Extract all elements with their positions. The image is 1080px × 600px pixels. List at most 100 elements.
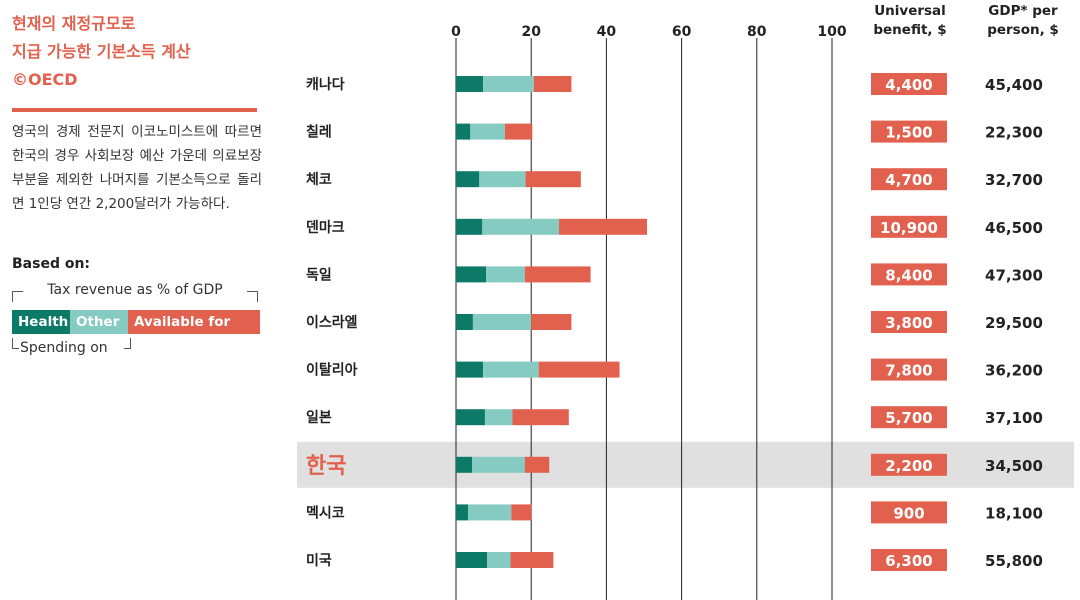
country-label: 한국	[306, 454, 346, 479]
universal-benefit-value: 900	[893, 504, 924, 522]
bar-ubi	[510, 552, 554, 568]
universal-benefit-value: 5,700	[885, 409, 932, 427]
legend-bracket-bottom-right	[124, 338, 131, 349]
legend-bar: Health Other Available for UBI	[12, 310, 260, 354]
title-line-3: ©OECD	[12, 70, 78, 89]
legend-health: Health	[12, 310, 70, 334]
universal-benefit-badge	[871, 168, 947, 191]
universal-benefit-value: 10,900	[880, 219, 938, 237]
bar-other	[483, 361, 539, 378]
bar-ubi	[524, 456, 550, 473]
highlight-row-band	[297, 441, 1074, 488]
country-label: 일본	[306, 410, 332, 426]
x-tick-label: 60	[672, 24, 692, 40]
country-label: 덴마크	[306, 220, 345, 236]
gdp-per-person-value: 22,300	[985, 124, 1043, 142]
gdp-per-person-value: 36,200	[985, 362, 1043, 380]
x-tick-label: 40	[597, 24, 617, 40]
universal-benefit-value: 8,400	[885, 266, 932, 284]
title-divider	[12, 108, 257, 112]
gdp-per-person-value: 55,800	[985, 552, 1043, 570]
universal-benefit-value: 2,200	[885, 457, 932, 475]
bar-ubi	[512, 409, 569, 426]
bar-health	[456, 218, 483, 235]
universal-benefit-badge	[871, 215, 947, 238]
bar-ubi	[538, 361, 620, 378]
bar-ubi	[531, 314, 572, 330]
based-on-label: Based on:	[12, 256, 91, 272]
title-line-1: 현재의 재정규모로	[12, 14, 136, 33]
bar-health	[456, 409, 485, 426]
universal-benefit-badge	[871, 120, 947, 143]
universal-benefit-value: 1,500	[885, 124, 932, 142]
universal-benefit-badge	[871, 549, 947, 571]
gdp-per-person-value: 34,500	[985, 457, 1043, 475]
gdp-per-person-value: 37,100	[985, 409, 1043, 427]
gdp-per-person-header: GDP* per person, $	[987, 3, 1059, 38]
universal-benefit-badge	[871, 358, 947, 381]
legend-top-label: Tax revenue as % of GDP	[47, 282, 223, 298]
legend-bracket-top-right	[247, 291, 258, 302]
bar-ubi	[504, 123, 533, 140]
legend: Tax revenue as % of GDP Health Other Ava…	[12, 282, 260, 362]
universal-benefit-badge	[871, 263, 947, 286]
country-label: 이스라엘	[306, 314, 358, 331]
bar-ubi	[524, 266, 591, 283]
country-label: 멕시코	[306, 504, 345, 521]
bar-other	[479, 171, 526, 188]
bar-ubi	[511, 504, 532, 521]
bar-other	[487, 552, 511, 568]
bar-ubi	[525, 171, 581, 188]
country-label: 칠레	[306, 124, 332, 141]
universal-benefit-value: 6,300	[885, 552, 932, 570]
x-tick-label: 0	[451, 24, 461, 40]
bar-health	[456, 76, 484, 92]
bar-other	[472, 456, 525, 473]
universal-benefit-value: 3,800	[885, 314, 932, 332]
universal-benefit-value: 4,700	[885, 171, 932, 189]
bar-other	[468, 504, 512, 521]
country-label: 체코	[306, 172, 332, 188]
bar-health	[456, 266, 487, 283]
bar-health	[456, 456, 473, 473]
universal-benefit-value: 7,800	[885, 362, 932, 380]
legend-other: Other	[70, 310, 128, 334]
universal-benefit-header: Universal benefit, $	[873, 3, 947, 38]
country-label: 미국	[306, 553, 332, 569]
universal-benefit-badge	[871, 311, 947, 333]
legend-bottom-label: Spending on	[20, 340, 108, 356]
universal-benefit-badge	[871, 73, 947, 95]
legend-bracket-bottom-left	[12, 338, 19, 349]
bar-other	[472, 314, 532, 330]
universal-benefit-badge	[871, 406, 947, 429]
bar-other	[483, 76, 534, 92]
description: 영국의 경제 전문지 이코노미스트에 따르면 한국의 경우 사회보장 예산 가운…	[12, 124, 262, 212]
bar-health	[456, 361, 484, 378]
bar-ubi	[533, 76, 572, 92]
x-tick-label: 20	[521, 24, 541, 40]
bar-health	[456, 171, 480, 188]
bar-other	[484, 409, 513, 426]
bar-ubi	[559, 218, 648, 235]
bar-other	[486, 266, 525, 283]
country-label: 이탈리아	[306, 362, 358, 379]
gdp-per-person-value: 47,300	[985, 266, 1043, 284]
bar-health	[456, 504, 469, 521]
gdp-per-person-value: 18,100	[985, 504, 1043, 522]
gdp-per-person-value: 32,700	[985, 171, 1043, 189]
gdp-per-person-value: 46,500	[985, 219, 1043, 237]
bar-health	[456, 314, 473, 330]
bar-other	[482, 218, 560, 235]
chart-title: 현재의 재정규모로 지급 가능한 기본소득 계산 ©OECD	[12, 10, 262, 94]
legend-bracket-top-left	[12, 291, 23, 302]
universal-benefit-value: 4,400	[885, 76, 932, 94]
universal-benefit-badge	[871, 453, 947, 476]
country-label: 독일	[306, 267, 332, 283]
x-tick-label: 80	[747, 24, 767, 40]
universal-benefit-badge	[871, 501, 947, 524]
bar-health	[456, 552, 488, 568]
title-line-2: 지급 가능한 기본소득 계산	[12, 42, 191, 61]
gdp-per-person-value: 45,400	[985, 76, 1043, 94]
x-tick-label: 100	[817, 24, 846, 40]
